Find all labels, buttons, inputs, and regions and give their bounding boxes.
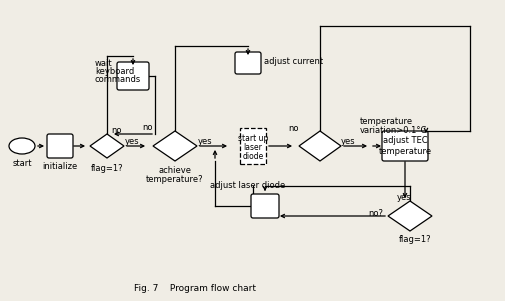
Text: adjust current: adjust current	[264, 57, 323, 66]
Text: no?: no?	[368, 209, 383, 219]
Text: flag=1?: flag=1?	[90, 163, 123, 172]
Text: yes: yes	[340, 136, 355, 145]
Text: adjust laser diode: adjust laser diode	[210, 182, 285, 191]
Text: adjust TEC: adjust TEC	[382, 135, 426, 144]
Text: no: no	[288, 123, 298, 132]
Polygon shape	[298, 131, 340, 161]
Text: achieve: achieve	[158, 166, 191, 175]
Text: variation>0.1°C: variation>0.1°C	[359, 126, 427, 135]
Text: no: no	[142, 123, 153, 132]
FancyBboxPatch shape	[234, 52, 261, 74]
Text: no: no	[112, 126, 122, 135]
Text: yes: yes	[124, 136, 139, 145]
Ellipse shape	[9, 138, 35, 154]
Text: keyboard: keyboard	[95, 67, 134, 76]
FancyBboxPatch shape	[117, 62, 148, 90]
Text: flag=1?: flag=1?	[398, 235, 430, 244]
Text: initialize: initialize	[42, 162, 77, 170]
Text: laser: laser	[243, 142, 262, 151]
Text: commands: commands	[95, 75, 141, 83]
Text: start up: start up	[237, 134, 268, 142]
Text: temperature: temperature	[378, 147, 431, 156]
Bar	[239, 128, 266, 164]
Text: diode: diode	[242, 151, 263, 160]
Text: yes: yes	[197, 136, 212, 145]
Text: temperature: temperature	[359, 116, 412, 126]
Polygon shape	[90, 134, 124, 158]
Text: wait: wait	[95, 58, 113, 67]
Polygon shape	[387, 201, 431, 231]
FancyBboxPatch shape	[250, 194, 278, 218]
FancyBboxPatch shape	[47, 134, 73, 158]
Text: temperature?: temperature?	[146, 175, 204, 184]
FancyBboxPatch shape	[381, 131, 427, 161]
Text: start: start	[12, 159, 32, 167]
Polygon shape	[153, 131, 196, 161]
Text: yes: yes	[396, 194, 411, 203]
Text: Fig. 7    Program flow chart: Fig. 7 Program flow chart	[134, 284, 256, 293]
